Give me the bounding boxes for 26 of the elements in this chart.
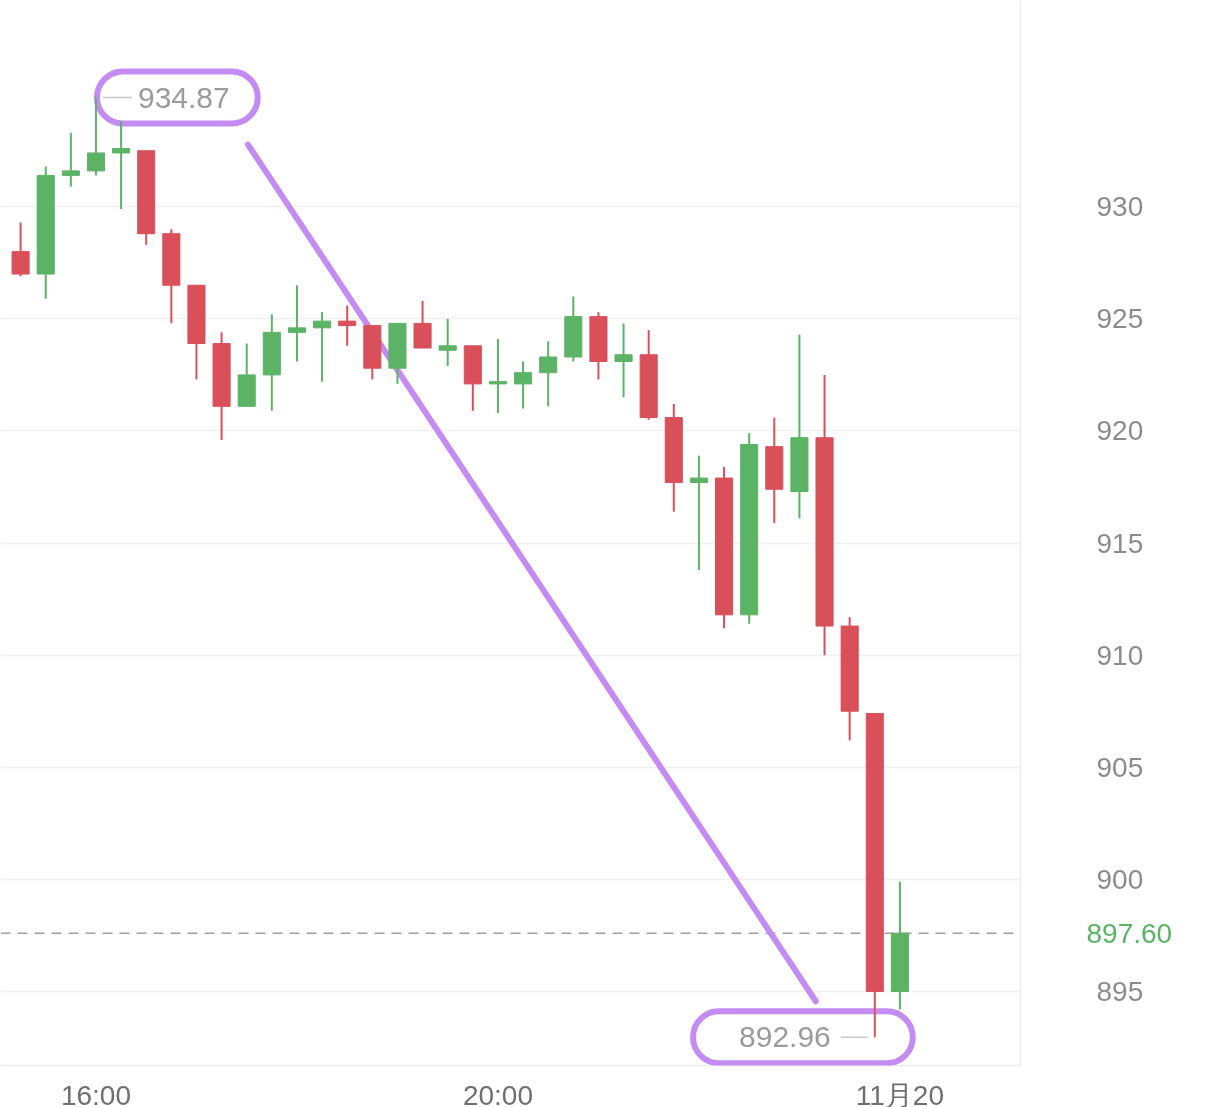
candlestick bbox=[287, 284, 306, 363]
candlestick bbox=[614, 322, 633, 399]
y-tick-label: 930 bbox=[1096, 191, 1144, 223]
y-tick-label: 900 bbox=[1096, 863, 1144, 895]
candlestick bbox=[313, 311, 332, 383]
annotation: 892.96 bbox=[739, 1020, 831, 1054]
y-tick-label: 915 bbox=[1096, 527, 1144, 559]
candlestick bbox=[539, 340, 558, 408]
y-tick-label: 905 bbox=[1096, 751, 1144, 783]
y-tick-label: 895 bbox=[1096, 976, 1144, 1008]
y-tick-label: 925 bbox=[1096, 303, 1144, 335]
annotation: 934.87 bbox=[137, 80, 230, 114]
ref-line-label: 897.60 bbox=[1086, 917, 1173, 949]
x-tick-label: 20:00 bbox=[462, 1079, 533, 1107]
candlestick bbox=[112, 120, 131, 211]
candlestick bbox=[514, 360, 533, 410]
candlestick bbox=[689, 454, 708, 571]
candlestick bbox=[61, 131, 80, 188]
candlestick bbox=[438, 317, 457, 367]
y-tick-label: 920 bbox=[1096, 415, 1144, 447]
candlestick bbox=[86, 96, 106, 177]
candlestick bbox=[11, 221, 30, 278]
y-tick-label: 910 bbox=[1096, 639, 1144, 671]
x-tick-label: 16:00 bbox=[60, 1079, 132, 1107]
candlestick bbox=[338, 304, 357, 347]
candlestick bbox=[488, 338, 507, 415]
